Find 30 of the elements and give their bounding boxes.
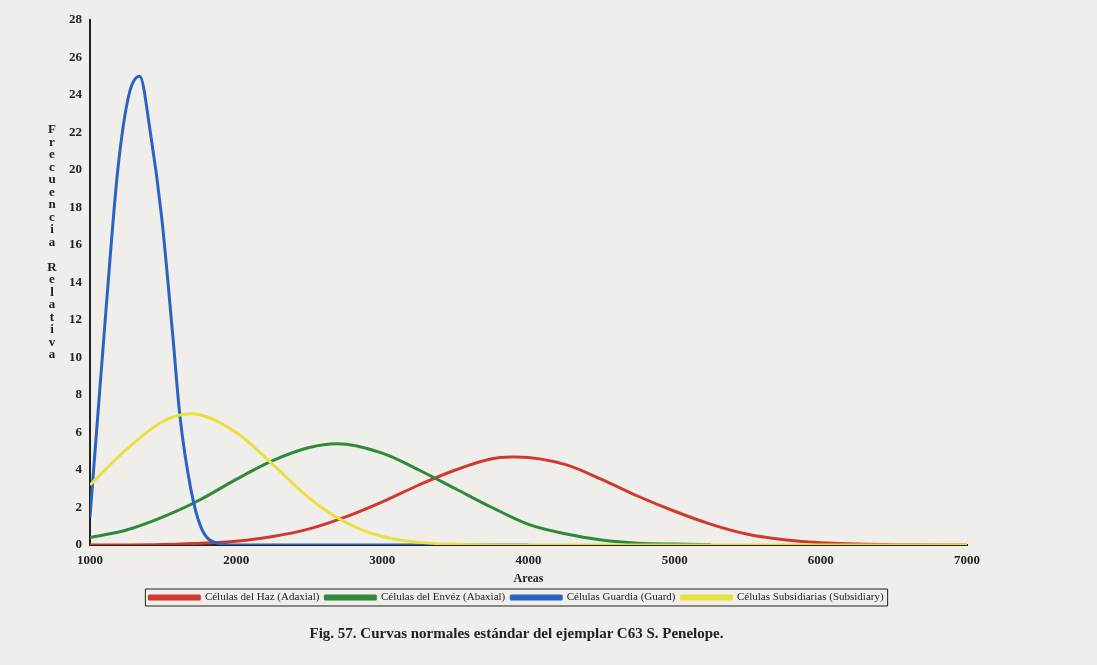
legend-label: Células del Haz (Adaxial) — [204, 590, 320, 604]
y-tick-label: 18 — [69, 198, 83, 214]
y-tick-label: 14 — [69, 273, 83, 289]
x-tick-label: 4000 — [515, 552, 542, 568]
legend-label: Células Guardia (Guard) — [566, 590, 676, 604]
y-tick-label: 6 — [75, 423, 83, 439]
y-tick-label: 16 — [69, 236, 83, 252]
legend-label: Células Subsidiarias (Subsidiary) — [736, 590, 884, 604]
y-tick-label: 0 — [75, 536, 82, 552]
legend-label: Células del Envéz (Abaxial) — [380, 590, 506, 604]
x-tick-label: 7000 — [954, 552, 980, 568]
y-tick-label: 8 — [75, 386, 83, 402]
text: Fig. 57. Curvas normales estándar del ejemplar C63 S. Penelope. — [309, 624, 724, 641]
y-tick-label: 22 — [69, 123, 82, 139]
y-tick-label: 26 — [69, 48, 83, 64]
x-tick-label: 2000 — [223, 552, 250, 568]
y-tick-label: 28 — [69, 11, 83, 27]
y-tick-label: 10 — [69, 348, 82, 364]
x-axis-title: Areas — [513, 570, 544, 585]
line-series — [90, 442, 713, 545]
text: Frecuencia Relativa — [47, 121, 57, 362]
y-tick-label: 2 — [75, 498, 82, 514]
y-tick-label: 12 — [69, 311, 82, 327]
x-tick-label: 6000 — [807, 552, 834, 568]
y-tick-label: 24 — [69, 86, 83, 102]
x-tick-label: 1000 — [77, 552, 103, 568]
x-tick-label: 5000 — [661, 552, 688, 568]
y-tick-label: 4 — [75, 461, 83, 477]
y-tick-label: 20 — [69, 161, 82, 177]
x-tick-label: 3000 — [369, 552, 396, 568]
